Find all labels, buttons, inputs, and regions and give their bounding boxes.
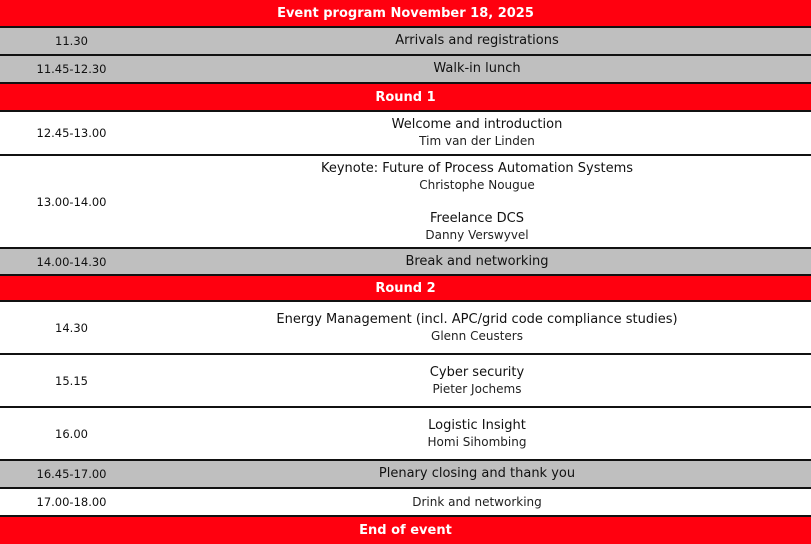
speaker: Glenn Ceusters bbox=[431, 328, 523, 343]
time-cell: 11.45-12.30 bbox=[36, 62, 107, 76]
session-title: Cyber security bbox=[429, 364, 525, 380]
table-row: 16.45-17.00 Plenary closing and thank you bbox=[0, 461, 811, 489]
session-title: Energy Management (incl. APC/grid code c… bbox=[276, 311, 678, 327]
session-cell: Energy Management (incl. APC/grid code c… bbox=[143, 312, 811, 344]
time-cell: 14.30 bbox=[55, 320, 88, 335]
session-title: Drink and networking bbox=[412, 495, 542, 509]
section-header-round-1: Round 1 bbox=[0, 84, 811, 112]
session-title: Break and networking bbox=[405, 253, 549, 269]
time-cell: 15.15 bbox=[55, 373, 88, 388]
section-title: End of event bbox=[359, 523, 452, 538]
time-cell: 16.45-17.00 bbox=[36, 467, 107, 481]
speaker: Danny Verswyvel bbox=[425, 227, 529, 242]
section-end-of-event: End of event bbox=[0, 517, 811, 544]
program-header: Event program November 18, 2025 bbox=[0, 0, 811, 28]
speaker: Homi Sihombing bbox=[427, 434, 527, 449]
table-row: 12.45-13.00 Welcome and introduction Tim v… bbox=[0, 112, 811, 156]
session-title: Welcome and introduction bbox=[391, 117, 563, 132]
time-cell: 13.00-14.00 bbox=[36, 194, 107, 209]
section-title: Round 1 bbox=[375, 89, 436, 105]
time-cell: 16.00 bbox=[55, 426, 88, 441]
session-title: Walk-in lunch bbox=[433, 61, 521, 76]
session-title: Keynote: Future of Process Automation Sy… bbox=[320, 160, 634, 176]
session-spacer bbox=[143, 193, 811, 211]
session-title: Freelance DCS bbox=[429, 210, 525, 226]
session-cell: Welcome and introduction Tim van der Lind… bbox=[143, 117, 811, 149]
session-cell: Keynote: Future of Process Automation Sy… bbox=[143, 161, 811, 243]
time-cell: 17.00-18.00 bbox=[36, 495, 107, 509]
page-title: Event program November 18, 2025 bbox=[277, 5, 534, 21]
table-row: 14.30 Energy Management (incl. APC/grid c… bbox=[0, 302, 811, 355]
time-cell: 12.45-13.00 bbox=[36, 126, 107, 140]
session-title: Arrivals and registrations bbox=[395, 33, 559, 48]
table-row: 11.30 Arrivals and registrations bbox=[0, 28, 811, 56]
speaker: Pieter Jochems bbox=[432, 381, 522, 396]
session-cell: Cyber security Pieter Jochems bbox=[143, 365, 811, 397]
session-title: Logistic Insight bbox=[428, 417, 526, 433]
table-row: 16.00 Logistic Insight Homi Sihombing bbox=[0, 408, 811, 461]
time-cell: 14.00-14.30 bbox=[36, 254, 107, 269]
time-cell: 11.30 bbox=[55, 34, 88, 48]
table-row: 15.15 Cyber security Pieter Jochems bbox=[0, 355, 811, 408]
section-title: Round 2 bbox=[375, 280, 436, 296]
table-row: 14.00-14.30 Break and networking bbox=[0, 249, 811, 276]
section-header-round-2: Round 2 bbox=[0, 276, 811, 302]
table-row: 11.45-12.30 Walk-in lunch bbox=[0, 56, 811, 84]
speaker: Tim van der Linden bbox=[419, 134, 535, 148]
speaker: Christophe Nougue bbox=[419, 177, 535, 192]
table-row: 17.00-18.00 Drink and networking bbox=[0, 489, 811, 517]
session-cell: Logistic Insight Homi Sihombing bbox=[143, 418, 811, 450]
table-row: 13.00-14.00 Keynote: Future of Process Au… bbox=[0, 156, 811, 249]
session-title: Plenary closing and thank you bbox=[378, 466, 576, 481]
